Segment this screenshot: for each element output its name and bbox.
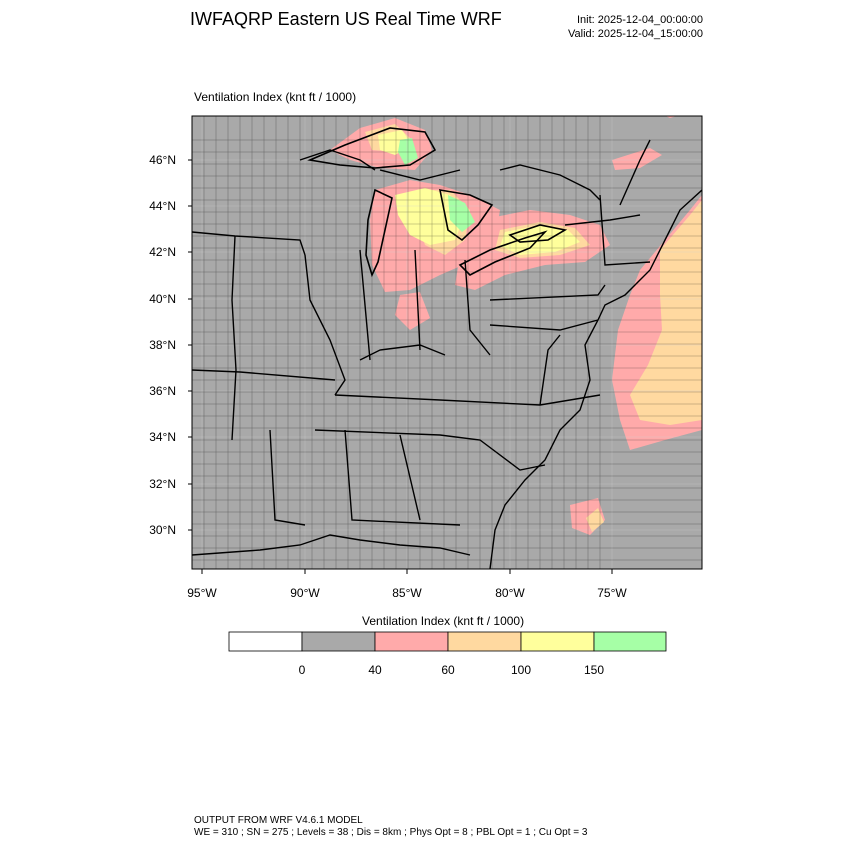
chart-title: IWFAQRP Eastern US Real Time WRF (190, 9, 502, 29)
legend-label-40: 40 (368, 663, 382, 677)
coastlines (192, 164, 702, 569)
lat-label-36: 36°N (149, 384, 176, 398)
lon-label-85: 85°W (392, 586, 422, 600)
map-frame (191, 115, 703, 570)
map-panel (192, 116, 702, 569)
legend-bin-150-plus (593, 631, 667, 652)
legend-title: Ventilation Index (knt ft / 1000) (362, 614, 525, 628)
legend-colorbar (228, 631, 667, 652)
footer-model-line: OUTPUT FROM WRF V4.6.1 MODEL (194, 815, 363, 826)
legend-label-60: 60 (441, 663, 455, 677)
legend-bin-40-60 (374, 631, 449, 652)
lat-label-30: 30°N (149, 523, 176, 537)
legend-bin-0-40 (301, 631, 376, 652)
legend-bin-below-0 (228, 631, 303, 652)
init-time: Init: 2025-12-04_00:00:00 (577, 14, 703, 26)
lon-label-75: 75°W (597, 586, 627, 600)
legend-bin-60-100 (447, 631, 522, 652)
legend-label-150: 150 (583, 663, 605, 677)
legend-bin-100-150 (520, 631, 595, 652)
county-boundaries (192, 116, 702, 569)
init-valid-times: Init: 2025-12-04_00:00:00 Valid: 2025-12… (568, 13, 703, 41)
lon-label-90: 90°W (290, 586, 320, 600)
model-footer: OUTPUT FROM WRF V4.6.1 MODEL WE = 310 ; … (194, 815, 587, 839)
footer-config-line: WE = 310 ; SN = 275 ; Levels = 38 ; Dis … (194, 827, 588, 838)
legend-label-0: 0 (298, 663, 306, 677)
lon-label-95: 95°W (187, 586, 217, 600)
graticule (192, 116, 702, 569)
lat-label-42: 42°N (149, 245, 176, 259)
lat-label-34: 34°N (149, 430, 176, 444)
axis-ticks (188, 159, 613, 574)
lat-label-40: 40°N (149, 292, 176, 306)
map-field-label: Ventilation Index (knt ft / 1000) (194, 90, 357, 104)
lat-label-32: 32°N (149, 477, 176, 491)
lon-label-80: 80°W (495, 586, 525, 600)
legend-label-100: 100 (510, 663, 532, 677)
lat-label-46: 46°N (149, 153, 176, 167)
lat-label-44: 44°N (149, 199, 176, 213)
valid-time: Valid: 2025-12-04_15:00:00 (568, 28, 703, 40)
lat-label-38: 38°N (149, 338, 176, 352)
